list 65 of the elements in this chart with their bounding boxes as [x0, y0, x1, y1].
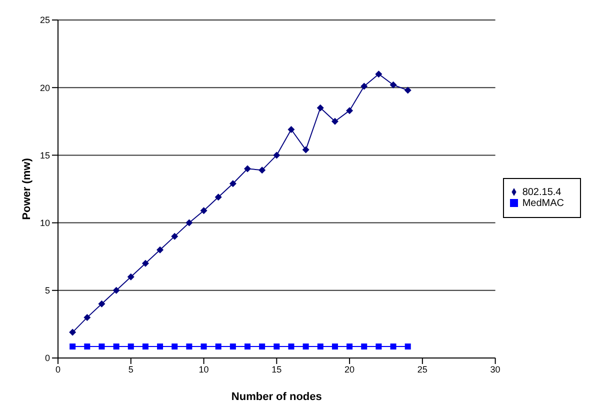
point — [361, 344, 368, 350]
point — [98, 344, 105, 350]
x-tick-label: 20 — [344, 364, 355, 374]
point — [273, 152, 280, 159]
point — [215, 344, 222, 350]
point — [346, 344, 353, 350]
x-tick-label: 25 — [417, 364, 428, 374]
point — [171, 232, 178, 240]
y-tick-label: 10 — [40, 218, 50, 228]
point — [156, 246, 164, 254]
point — [112, 286, 120, 294]
point — [302, 146, 310, 154]
point — [200, 207, 208, 214]
point — [128, 344, 134, 350]
point — [244, 344, 250, 350]
y-axis-title: Power (mw) — [20, 158, 33, 220]
point — [142, 260, 149, 267]
point — [70, 344, 76, 350]
point — [186, 219, 193, 226]
point — [404, 344, 411, 350]
point — [258, 166, 266, 174]
x-tick-label: 30 — [490, 364, 500, 374]
point — [229, 180, 236, 188]
point — [317, 344, 324, 350]
point — [360, 82, 368, 90]
legend-label: 802.15.4 — [522, 187, 562, 198]
point — [259, 344, 266, 350]
point — [127, 273, 134, 280]
point — [390, 344, 396, 350]
y-tick-label: 5 — [44, 286, 50, 296]
x-axis-title: Number of nodes — [231, 391, 322, 403]
point — [157, 344, 164, 350]
point — [376, 344, 382, 350]
point — [346, 107, 354, 114]
x-tick-label: 15 — [272, 364, 282, 374]
point — [316, 104, 324, 112]
legend-label: MedMAC — [522, 198, 564, 209]
point — [186, 344, 192, 350]
point — [288, 126, 295, 134]
point — [244, 165, 251, 172]
point — [404, 86, 412, 94]
point — [390, 81, 397, 88]
point — [302, 344, 309, 350]
point — [142, 344, 148, 350]
y-tick-label: 15 — [40, 150, 50, 160]
y-tick-label: 20 — [40, 82, 50, 93]
point — [375, 70, 382, 78]
point — [331, 118, 338, 125]
point — [274, 344, 280, 350]
point — [230, 344, 236, 350]
point — [98, 300, 106, 308]
point — [84, 314, 91, 321]
x-tick-label: 10 — [198, 364, 209, 374]
point — [200, 344, 207, 350]
y-tick-label: 25 — [40, 15, 50, 26]
point — [288, 344, 294, 350]
point — [69, 328, 76, 336]
point — [332, 344, 338, 350]
point — [214, 194, 222, 201]
x-tick-label: 0 — [55, 364, 61, 374]
point — [113, 344, 120, 350]
y-tick-label: 0 — [44, 353, 50, 364]
point — [172, 344, 178, 350]
point — [84, 344, 90, 350]
x-tick-label: 5 — [128, 364, 134, 374]
